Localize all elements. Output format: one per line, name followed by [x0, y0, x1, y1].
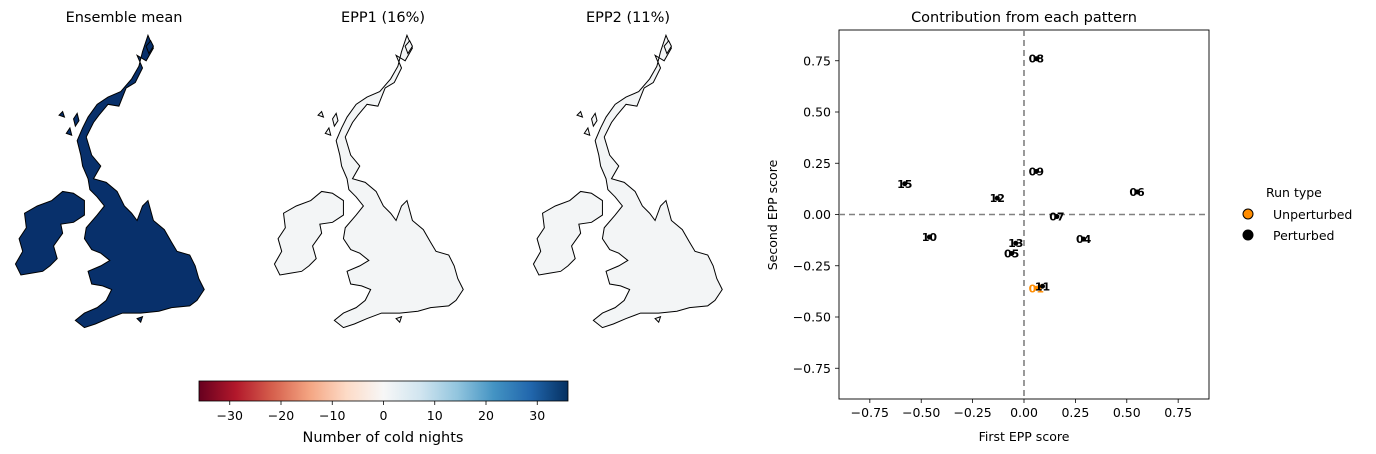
scatter-point-10 — [926, 234, 932, 240]
scatter-point-13 — [1013, 240, 1019, 246]
point-label-07: 07 — [1049, 211, 1064, 224]
point-label-11: 11 — [1035, 280, 1050, 293]
x-axis-ticks: −0.75 −0.50 −0.25 0.00 0.25 0.50 0.75 — [851, 399, 1192, 420]
scatter-point-09 — [1033, 168, 1039, 174]
point-label-10: 10 — [922, 231, 938, 244]
y-tick-label: 0.50 — [803, 105, 831, 120]
scatter-point-01 — [1033, 285, 1039, 291]
colorbar-tick-label: −20 — [268, 408, 294, 423]
scatter-point-12 — [994, 195, 1000, 201]
point-label-09: 09 — [1029, 165, 1044, 178]
map-panel-ensemble-mean: Ensemble mean — [14, 10, 205, 329]
scatter-point-11 — [1040, 283, 1045, 289]
scatter-point-05 — [1009, 250, 1015, 256]
chart-title: Contribution from each pattern — [911, 10, 1137, 26]
x-tick-label: −0.75 — [851, 405, 889, 420]
x-axis-label: First EPP score — [979, 429, 1070, 444]
point-label-13: 13 — [1008, 237, 1023, 250]
map-title-epp2: EPP2 (11%) — [586, 10, 670, 26]
map-title-ensemble-mean: Ensemble mean — [66, 10, 183, 26]
scatter-point-15 — [902, 181, 908, 187]
y-tick-label: 0.75 — [803, 53, 831, 68]
x-tick-label: 0.50 — [1113, 405, 1141, 420]
x-tick-label: 0.25 — [1061, 405, 1089, 420]
colorbar: −30 −20 −10 0 10 20 30 Number of cold nights — [198, 380, 569, 446]
colorbar-tick-label: 10 — [427, 408, 443, 423]
scatter-point-06 — [1134, 189, 1140, 195]
y-tick-label: 0.00 — [803, 207, 831, 222]
colorbar-tick-label: −30 — [217, 408, 243, 423]
colorbar-tick-label: 20 — [478, 408, 494, 423]
point-label-12: 12 — [990, 192, 1005, 205]
scatter-chart: Contribution from each pattern −0.75 −0.5… — [765, 10, 1210, 444]
y-tick-label: 0.25 — [803, 156, 831, 171]
uk-map-epp1 — [273, 34, 464, 329]
y-tick-label: −0.50 — [793, 310, 831, 325]
map-panel-epp2: EPP2 (11%) — [532, 10, 723, 329]
x-tick-label: 0.75 — [1164, 405, 1192, 420]
point-label-04: 04 — [1076, 233, 1092, 246]
point-label-06: 06 — [1129, 186, 1145, 199]
colorbar-ticks: −30 −20 −10 0 10 20 30 — [217, 401, 545, 423]
y-tick-label: −0.25 — [793, 258, 831, 273]
uk-map-ensemble-mean — [14, 34, 205, 329]
x-tick-label: −0.50 — [902, 405, 940, 420]
colorbar-tick-label: 30 — [529, 408, 545, 423]
legend-label-perturbed: Perturbed — [1273, 228, 1334, 243]
colorbar-tick-label: −10 — [319, 408, 345, 423]
uk-map-epp2 — [532, 34, 723, 329]
scatter-point-07 — [1054, 214, 1060, 220]
x-tick-label: 0.00 — [1010, 405, 1038, 420]
legend-label-unperturbed: Unperturbed — [1273, 207, 1352, 222]
y-axis-ticks: −0.75 −0.50 −0.25 0.00 0.25 0.50 0.75 — [793, 53, 839, 376]
legend-marker-unperturbed — [1242, 208, 1254, 220]
legend: Run type Unperturbed Perturbed — [1242, 185, 1352, 243]
point-label-08: 08 — [1029, 53, 1044, 66]
scatter-point-08 — [1033, 56, 1039, 62]
map-panel-epp1: EPP1 (16%) — [273, 10, 464, 329]
scatter-point-04 — [1081, 236, 1087, 242]
legend-title: Run type — [1266, 185, 1322, 200]
point-label-05: 05 — [1004, 247, 1019, 260]
point-label-15: 15 — [897, 178, 912, 191]
y-tick-label: −0.75 — [793, 361, 831, 376]
map-title-epp1: EPP1 (16%) — [341, 10, 425, 26]
colorbar-label: Number of cold nights — [303, 430, 464, 446]
y-axis-label: Second EPP score — [765, 159, 780, 270]
colorbar-tick-label: 0 — [380, 408, 388, 423]
legend-marker-perturbed — [1242, 229, 1254, 241]
x-tick-label: −0.25 — [953, 405, 991, 420]
colorbar-gradient — [198, 380, 569, 402]
